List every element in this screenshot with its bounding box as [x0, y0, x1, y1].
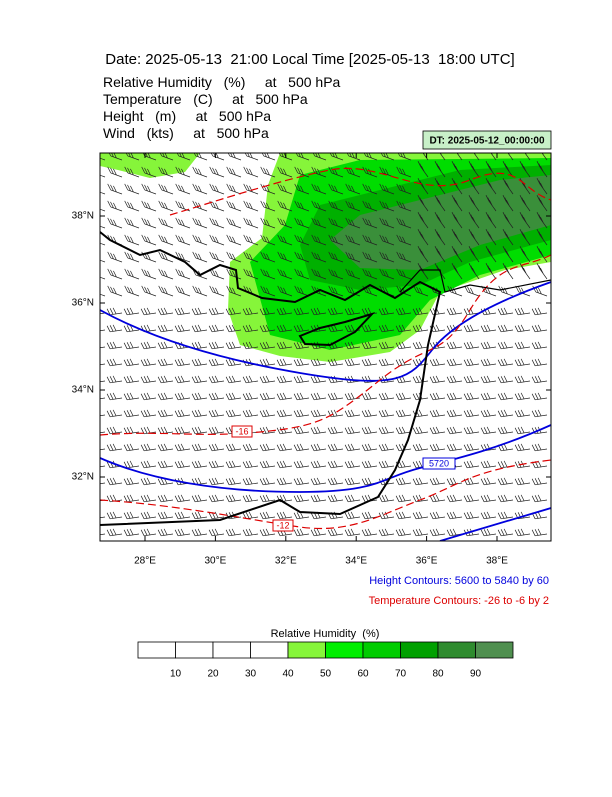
field-line: Wind (kts) at 500 hPa — [103, 125, 269, 141]
map-frame — [99, 152, 552, 542]
humidity-area — [330, 175, 551, 270]
coastline — [100, 231, 442, 526]
coastline — [298, 311, 376, 347]
lon-tick-label: 36°E — [416, 556, 438, 567]
colorbar-tick-label: 50 — [320, 669, 332, 680]
colorbar-box — [250, 641, 289, 659]
lon-tick-label: 38°E — [486, 556, 508, 567]
lon-tick-label: 30°E — [205, 556, 227, 567]
lat-tick-label: 38°N — [72, 211, 94, 222]
height-contour — [100, 281, 551, 382]
wind-barbs — [100, 153, 548, 537]
colorbar-box — [212, 641, 251, 659]
height-legend: Height Contours: 5600 to 5840 by 60 — [369, 575, 549, 587]
colorbar-tick-label: 90 — [470, 669, 482, 680]
dt-label: DT: 2025-05-12_00:00:00 — [429, 136, 545, 147]
contour-label: -16 — [235, 426, 248, 436]
contour-label: 5720 — [429, 458, 449, 468]
field-line: Temperature (C) at 500 hPa — [103, 91, 308, 107]
colorbar-tick-label: 30 — [245, 669, 257, 680]
colorbar-tick-label: 80 — [432, 669, 444, 680]
lat-tick-label: 32°N — [72, 472, 94, 483]
map: 5720 -16 -12 — [100, 153, 551, 541]
temperature-contour — [169, 167, 551, 216]
lon-tick-label: 28°E — [134, 556, 156, 567]
contour-label-box — [272, 519, 294, 532]
temperature-contour — [100, 459, 551, 530]
lat-tick-label: 34°N — [72, 385, 94, 396]
title: Date: 2025-05-13 21:00 Local Time [2025-… — [105, 51, 514, 68]
colorbar-tick-label: 20 — [207, 669, 219, 680]
colorbar-box — [362, 641, 401, 659]
contour-label-box — [422, 457, 456, 470]
lat-tick-label: 36°N — [72, 298, 94, 309]
colorbar-tick-label: 10 — [170, 669, 182, 680]
colorbar-box — [137, 641, 176, 659]
temperature-contour — [100, 254, 551, 436]
colorbar-box — [287, 641, 326, 659]
axes: 28°E 30°E 32°E 34°E 36°E 38°E 38°N 36°N 34°N 32°N — [72, 153, 551, 567]
colorbar-box — [475, 641, 514, 659]
colorbar-box — [400, 641, 439, 659]
colorbar-tick-label: 60 — [357, 669, 369, 680]
field-line: Height (m) at 500 hPa — [103, 108, 271, 124]
height-contour — [439, 507, 551, 541]
wind-barb — [100, 153, 548, 537]
height-contour — [100, 424, 551, 493]
colorbar-tick-label: 70 — [395, 669, 407, 680]
colorbar: 10 20 30 40 50 60 70 80 90 — [137, 641, 514, 680]
lon-tick-label: 34°E — [345, 556, 367, 567]
colorbar-box — [325, 641, 364, 659]
colorbar-box — [437, 641, 476, 659]
humidity-area — [100, 153, 200, 178]
contour-label-box — [231, 425, 253, 438]
temperature-legend: Temperature Contours: -26 to -6 by 2 — [369, 595, 549, 607]
colorbar-tick-label: 40 — [282, 669, 294, 680]
colorbar-title: Relative Humidity (%) — [271, 628, 380, 640]
colorbar-box — [175, 641, 214, 659]
contour-label: -12 — [276, 520, 289, 530]
dt-box — [422, 130, 552, 150]
border — [399, 269, 551, 293]
field-line: Relative Humidity (%) at 500 hPa — [103, 74, 341, 90]
lon-tick-label: 32°E — [275, 556, 297, 567]
